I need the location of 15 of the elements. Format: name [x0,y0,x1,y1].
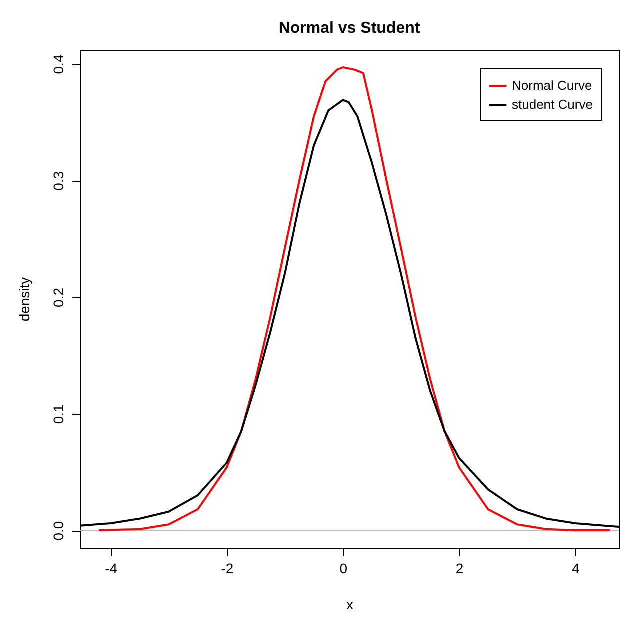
y-tick-label: 0.0 [50,521,66,541]
x-tick-label: 0 [340,560,348,576]
x-tick-label: -4 [105,560,118,576]
legend-label: student Curve [512,97,593,112]
y-tick-label: 0.1 [50,404,66,424]
x-tick-label: 2 [456,560,464,576]
y-tick-label: 0.3 [50,171,66,191]
y-axis-title: density [16,277,32,322]
y-tick-label: 0.4 [50,54,66,74]
x-tick-label: -2 [221,560,234,576]
x-tick-label: 4 [572,560,580,576]
legend-label: Normal Curve [512,78,592,93]
chart-title: Normal vs Student [278,20,421,37]
y-tick-label: 0.2 [50,288,66,308]
x-axis-title: x [346,596,354,612]
